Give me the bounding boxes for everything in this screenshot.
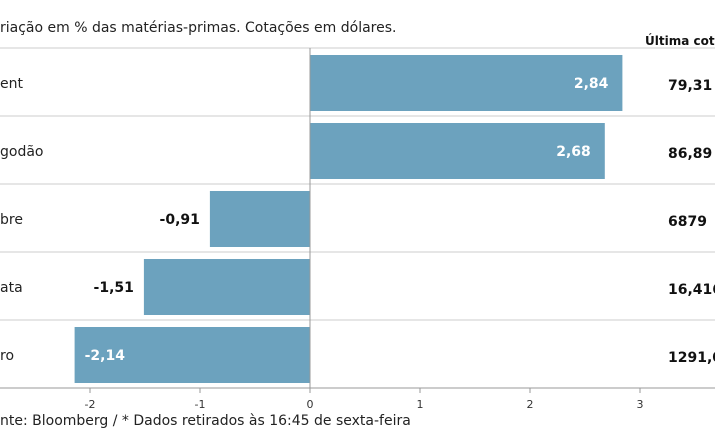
x-tick-label: 2: [527, 398, 534, 411]
x-tick-label: 3: [637, 398, 644, 411]
last-price: 6879: [668, 214, 707, 230]
x-tick-label: 0: [307, 398, 314, 411]
x-tick-label: -1: [195, 398, 206, 411]
value-label: 2,84: [574, 76, 609, 92]
value-label: -2,14: [85, 348, 126, 364]
price-column-header: Última cotaç: [645, 33, 715, 48]
bar-2: [209, 191, 310, 247]
bar-3: [143, 259, 310, 315]
category-label: ent: [0, 76, 23, 92]
chart-subtitle: riação em % das matérias-primas. Cotaçõe…: [0, 20, 396, 36]
bar-1: [310, 123, 605, 179]
category-label: ata: [0, 280, 23, 296]
chart-rows: ent 2,84 79,31 godão 2,68 86,89 bre -0,91 6879 at…: [0, 47, 715, 389]
value-label: -0,91: [160, 212, 200, 228]
x-axis: -2 -1 0 1 2 3: [0, 48, 715, 411]
last-price: 1291,04: [668, 350, 715, 366]
bar-4: [74, 327, 310, 383]
x-tick-label: 1: [417, 398, 424, 411]
value-label: -1,51: [94, 280, 134, 296]
category-label: bre: [0, 212, 23, 228]
x-tick-label: -2: [85, 398, 96, 411]
bar-0: [310, 55, 623, 111]
value-label: 2,68: [556, 144, 591, 160]
last-price: 79,31: [668, 78, 712, 94]
source-note: nte: Bloomberg / * Dados retirados às 16…: [0, 413, 411, 429]
category-label: ro: [0, 348, 14, 364]
category-label: godão: [0, 144, 43, 160]
last-price: 86,89: [668, 146, 712, 162]
last-price: 16,4164: [668, 282, 715, 298]
